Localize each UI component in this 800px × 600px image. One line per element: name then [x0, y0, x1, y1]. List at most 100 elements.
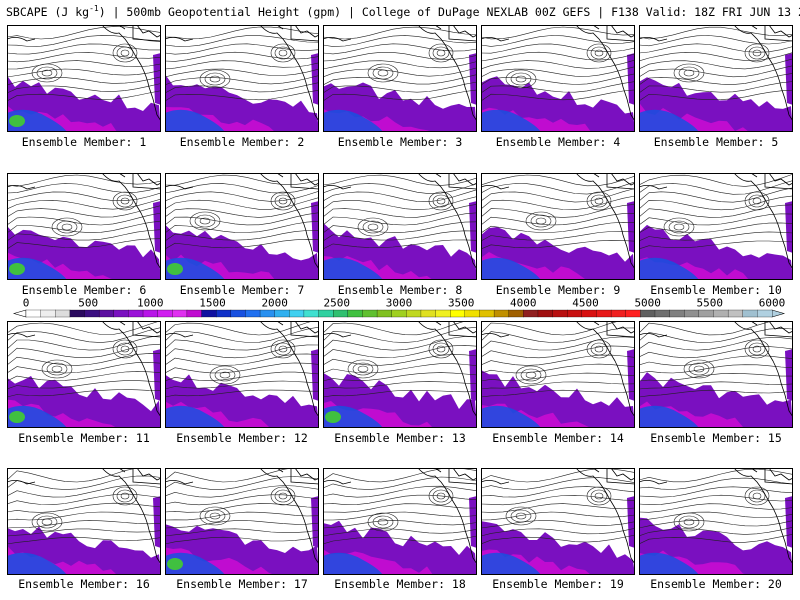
height-contours	[323, 26, 477, 102]
cape-region-coastal	[311, 349, 319, 401]
height-contours	[481, 321, 635, 398]
colorbar-swatch	[391, 309, 407, 318]
ensemble-member-map	[481, 25, 635, 132]
cape-region-coastal	[311, 201, 319, 253]
height-contours	[7, 174, 161, 250]
cape-region-high	[481, 257, 541, 280]
member-caption: Ensemble Member: 15	[650, 431, 782, 445]
coastline	[7, 468, 161, 565]
coastline	[323, 25, 477, 122]
cape-region-coastal	[469, 349, 477, 401]
member-caption: Ensemble Member: 9	[495, 283, 621, 297]
colorbar-swatch	[362, 309, 378, 318]
colorbar-tick-label: 1000	[137, 297, 164, 310]
ensemble-member-map	[165, 173, 319, 280]
cape-region-coastal	[785, 496, 793, 548]
member-caption: Ensemble Member: 14	[492, 431, 624, 445]
cape-region-coastal	[627, 53, 635, 105]
member-caption: Ensemble Member: 12	[176, 431, 308, 445]
colorbar-arrow-high	[771, 309, 786, 318]
height-contours	[165, 468, 319, 545]
map-title: SBCAPE (J kg-1) | 500mb Geopotential Hei…	[6, 4, 800, 19]
coastline	[639, 25, 793, 122]
height-contours	[639, 468, 793, 545]
colorbar-tick-label: 2500	[324, 297, 351, 310]
colorbar-tick-label: 5000	[634, 297, 661, 310]
colorbar-swatch	[230, 309, 246, 318]
cape-region-high	[639, 405, 699, 428]
colorbar-tick-label: 6000	[759, 297, 786, 310]
colorbar-swatch	[142, 309, 159, 318]
cape-region-high	[481, 405, 541, 428]
coastline	[481, 468, 635, 565]
coastline	[323, 321, 477, 418]
cape-region-coastal	[627, 201, 635, 253]
colorbar-swatch	[216, 309, 232, 318]
colorbar-swatch	[259, 309, 276, 318]
colorbar-swatch	[303, 309, 320, 318]
colorbar-swatch	[523, 309, 539, 318]
colorbar-swatch	[684, 309, 700, 318]
member-caption: Ensemble Member: 1	[21, 135, 147, 149]
colorbar-swatch	[727, 309, 744, 318]
height-contours	[165, 26, 319, 102]
member-caption: Ensemble Member: 18	[334, 577, 466, 591]
colorbar-tick-label: 2000	[261, 297, 288, 310]
ensemble-member-map	[165, 321, 319, 428]
colorbar-tick-label: 3000	[386, 297, 413, 310]
colorbar-swatch	[172, 309, 188, 318]
member-caption: Ensemble Member: 8	[337, 283, 463, 297]
cape-region-coastal	[311, 53, 319, 105]
colorbar-swatch	[435, 309, 451, 318]
coastline	[481, 25, 635, 122]
height-contours	[639, 321, 793, 398]
colorbar-swatch	[464, 309, 480, 318]
height-contours	[639, 173, 793, 250]
colorbar-swatch	[406, 309, 422, 318]
colorbar-swatch	[508, 309, 524, 318]
colorbar-swatch	[25, 309, 42, 318]
colorbar-swatch	[450, 309, 466, 318]
member-caption: Ensemble Member: 16	[18, 577, 150, 591]
cape-region-high	[323, 109, 383, 132]
member-caption: Ensemble Member: 3	[337, 135, 463, 149]
cape-region-high	[481, 109, 541, 132]
colorbar-swatch	[201, 309, 217, 318]
colorbar-swatch	[640, 309, 656, 318]
colorbar-swatch	[698, 309, 714, 318]
cape-region-high	[639, 552, 699, 575]
colorbar-swatch	[713, 309, 729, 318]
cape-region-coastal	[153, 349, 161, 401]
cape-region-extreme	[9, 411, 25, 423]
colorbar-swatch	[654, 309, 671, 318]
colorbar-swatch	[493, 309, 510, 318]
ensemble-member-map	[481, 173, 635, 280]
cape-region-high	[7, 405, 67, 428]
colorbar-swatch	[186, 309, 202, 318]
colorbar-tick-label: 4500	[572, 297, 599, 310]
colorbar-swatch	[245, 309, 261, 318]
cape-region-high	[165, 109, 225, 132]
member-caption: Ensemble Member: 6	[21, 283, 147, 297]
height-contours	[323, 174, 477, 250]
cape-region-coastal	[469, 53, 477, 105]
member-caption: Ensemble Member: 5	[653, 135, 779, 149]
cape-region-coastal	[153, 496, 161, 548]
cape-region-coastal	[311, 496, 319, 548]
colorbar-swatch	[479, 309, 495, 318]
height-contours	[165, 321, 319, 398]
colorbar-swatch	[669, 309, 685, 318]
colorbar-swatch	[376, 309, 393, 318]
colorbar-tick-label: 5500	[697, 297, 724, 310]
colorbar-arrow-low	[12, 309, 27, 318]
cape-region-high	[323, 405, 383, 428]
colorbar-tick-label: 3500	[448, 297, 475, 310]
height-contours	[7, 26, 161, 102]
ensemble-member-map	[481, 468, 635, 575]
height-contours	[481, 26, 635, 102]
ensemble-member-map	[7, 468, 161, 575]
ensemble-member-map	[323, 25, 477, 132]
cape-region-high	[7, 552, 67, 575]
cape-region-high	[165, 257, 225, 280]
colorbar-swatch	[420, 309, 437, 318]
